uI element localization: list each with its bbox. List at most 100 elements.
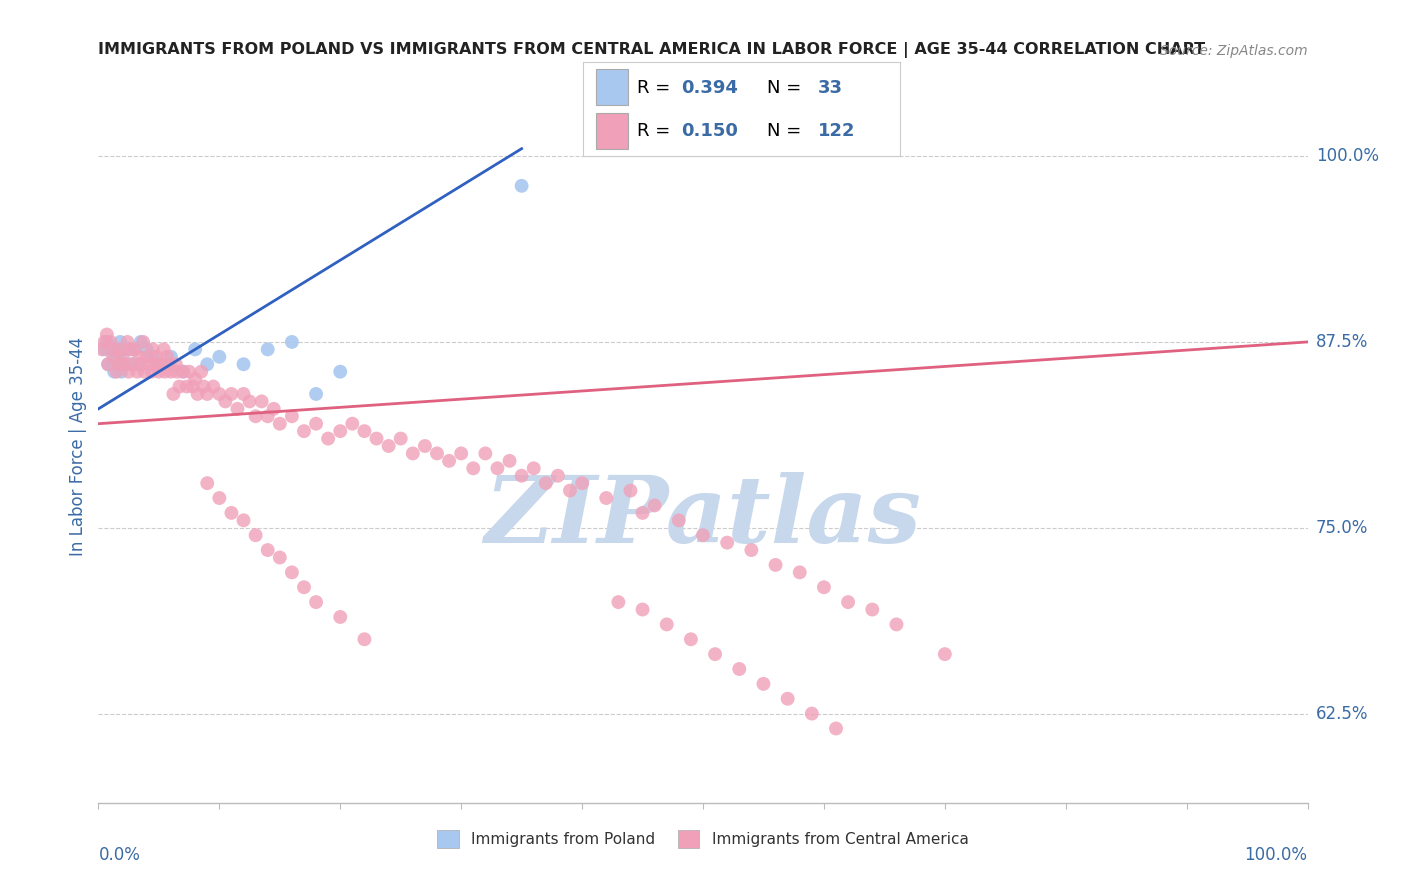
Point bbox=[558, 483, 581, 498]
Point bbox=[187, 387, 209, 401]
Point bbox=[124, 343, 146, 357]
Text: R =: R = bbox=[637, 78, 676, 96]
Point bbox=[108, 357, 131, 371]
Point bbox=[145, 350, 167, 364]
Point bbox=[172, 365, 194, 379]
Point bbox=[160, 350, 183, 364]
Point bbox=[728, 662, 751, 676]
Point bbox=[813, 580, 835, 594]
Bar bbox=[596, 113, 627, 149]
Point bbox=[316, 432, 339, 446]
Point bbox=[181, 379, 204, 393]
Point bbox=[426, 446, 449, 460]
Point bbox=[96, 327, 118, 342]
Text: 87.5%: 87.5% bbox=[1316, 333, 1368, 351]
Point bbox=[124, 343, 146, 357]
Point bbox=[176, 379, 198, 393]
Point bbox=[886, 617, 908, 632]
Point bbox=[96, 334, 118, 349]
Point bbox=[679, 632, 702, 647]
Y-axis label: In Labor Force | Age 35-44: In Labor Force | Age 35-44 bbox=[69, 336, 87, 556]
Point bbox=[305, 417, 328, 431]
Point bbox=[329, 424, 352, 438]
Point bbox=[245, 409, 267, 424]
Point bbox=[97, 357, 120, 371]
Point bbox=[104, 350, 127, 364]
Point bbox=[118, 343, 141, 357]
Point bbox=[221, 506, 243, 520]
Point bbox=[165, 357, 187, 371]
Point bbox=[305, 387, 328, 401]
Point bbox=[353, 632, 375, 647]
Point bbox=[221, 387, 243, 401]
Point bbox=[184, 372, 207, 386]
Point bbox=[776, 691, 799, 706]
Text: IMMIGRANTS FROM POLAND VS IMMIGRANTS FROM CENTRAL AMERICA IN LABOR FORCE | AGE 3: IMMIGRANTS FROM POLAND VS IMMIGRANTS FRO… bbox=[98, 42, 1205, 58]
Point bbox=[239, 394, 262, 409]
Point bbox=[366, 432, 388, 446]
Point bbox=[105, 365, 128, 379]
Point bbox=[142, 350, 165, 364]
Point bbox=[752, 677, 775, 691]
Point bbox=[281, 566, 304, 580]
Point bbox=[169, 379, 191, 393]
Point bbox=[152, 343, 174, 357]
Point bbox=[100, 343, 122, 357]
Point bbox=[269, 550, 291, 565]
Point bbox=[256, 543, 278, 558]
Point bbox=[114, 357, 136, 371]
Point bbox=[631, 602, 654, 616]
Point bbox=[208, 387, 231, 401]
Point bbox=[177, 365, 201, 379]
Point bbox=[692, 528, 714, 542]
Point bbox=[765, 558, 787, 572]
Text: Source: ZipAtlas.com: Source: ZipAtlas.com bbox=[1160, 44, 1308, 58]
Point bbox=[157, 357, 180, 371]
Point bbox=[474, 446, 496, 460]
Point bbox=[934, 647, 956, 661]
Point bbox=[389, 432, 412, 446]
Point bbox=[100, 334, 122, 349]
Point bbox=[281, 334, 304, 349]
Point bbox=[153, 365, 176, 379]
Legend: Immigrants from Poland, Immigrants from Central America: Immigrants from Poland, Immigrants from … bbox=[432, 824, 974, 854]
Point bbox=[413, 439, 436, 453]
Text: R =: R = bbox=[637, 122, 676, 140]
Point bbox=[644, 499, 666, 513]
Point bbox=[281, 409, 304, 424]
Text: 62.5%: 62.5% bbox=[1316, 705, 1368, 723]
Point bbox=[93, 334, 115, 349]
Point bbox=[256, 409, 278, 424]
Point bbox=[195, 476, 218, 491]
Point bbox=[190, 365, 212, 379]
Point bbox=[120, 343, 142, 357]
Point bbox=[107, 350, 129, 364]
Text: 0.150: 0.150 bbox=[682, 122, 738, 140]
Point bbox=[166, 365, 188, 379]
Point bbox=[142, 343, 165, 357]
Point bbox=[214, 394, 236, 409]
Text: 33: 33 bbox=[818, 78, 842, 96]
Point bbox=[127, 365, 149, 379]
Point bbox=[108, 343, 131, 357]
Point bbox=[232, 387, 254, 401]
Point bbox=[120, 357, 142, 371]
Point bbox=[141, 365, 163, 379]
Point bbox=[305, 595, 328, 609]
Point bbox=[329, 610, 352, 624]
Point bbox=[510, 178, 533, 193]
Text: N =: N = bbox=[768, 122, 807, 140]
Point bbox=[97, 357, 120, 371]
Point bbox=[263, 401, 285, 416]
Point bbox=[148, 365, 170, 379]
Point bbox=[127, 357, 149, 371]
Text: 75.0%: 75.0% bbox=[1316, 519, 1368, 537]
Point bbox=[184, 343, 207, 357]
Point bbox=[860, 602, 883, 616]
Point bbox=[105, 343, 128, 357]
Point bbox=[108, 334, 131, 349]
Point bbox=[129, 334, 152, 349]
Point bbox=[655, 617, 678, 632]
Point bbox=[800, 706, 823, 721]
Point bbox=[837, 595, 859, 609]
